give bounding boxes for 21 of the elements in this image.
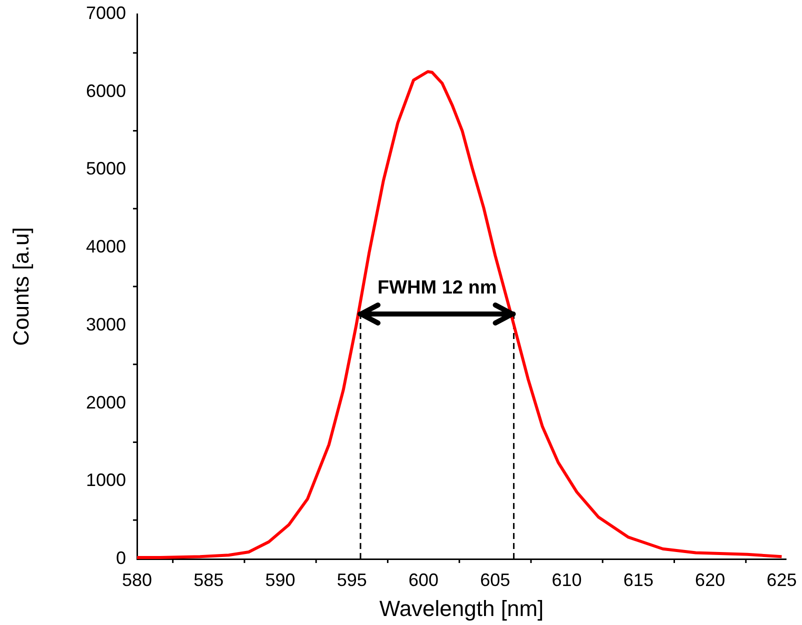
x-tick-label: 585 — [194, 570, 224, 590]
x-tick-label: 625 — [766, 570, 797, 590]
y-tick-label: 2000 — [86, 392, 126, 412]
y-axis-title: Counts [a.u] — [8, 227, 34, 346]
y-tick-label: 1000 — [86, 470, 126, 490]
x-axis-title: Wavelength [nm] — [379, 596, 544, 621]
y-tick-label: 5000 — [86, 158, 126, 179]
y-tick-label: 6000 — [86, 80, 126, 101]
y-tick-label: 0 — [116, 548, 126, 568]
annotation: FWHM 12 nm — [378, 277, 497, 298]
x-tick-label: 590 — [265, 570, 296, 590]
x-tick-label: 600 — [408, 570, 439, 590]
x-tick-label: 580 — [122, 570, 152, 590]
y-tick-label: 3000 — [86, 314, 126, 334]
x-tick-label: 620 — [695, 570, 726, 590]
x-tick-label: 610 — [552, 570, 582, 590]
x-tick-label: 595 — [336, 570, 367, 590]
y-tick-label: 7000 — [86, 2, 126, 23]
x-tick-label: 605 — [480, 570, 510, 590]
y-tick-label: 4000 — [86, 236, 126, 257]
x-tick-label: 615 — [623, 570, 654, 590]
